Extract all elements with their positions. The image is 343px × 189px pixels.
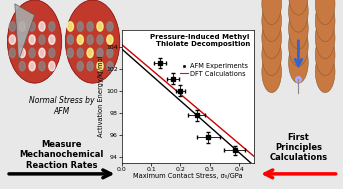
- Circle shape: [97, 22, 103, 31]
- Circle shape: [107, 48, 113, 58]
- Circle shape: [107, 22, 113, 31]
- Circle shape: [39, 22, 45, 31]
- Text: First
Principles
Calculations: First Principles Calculations: [269, 132, 328, 162]
- Text: Measure
Mechanochemical
Reaction Rates: Measure Mechanochemical Reaction Rates: [20, 140, 104, 170]
- Circle shape: [49, 48, 55, 58]
- Circle shape: [288, 8, 308, 49]
- Circle shape: [288, 0, 308, 15]
- Circle shape: [49, 35, 55, 44]
- Circle shape: [19, 35, 25, 44]
- Circle shape: [39, 48, 45, 58]
- Circle shape: [107, 35, 113, 44]
- Circle shape: [97, 35, 103, 44]
- Circle shape: [49, 22, 55, 31]
- Circle shape: [87, 35, 93, 44]
- X-axis label: Maximum Contact Stress, σ₀/GPa: Maximum Contact Stress, σ₀/GPa: [133, 173, 243, 179]
- Circle shape: [77, 22, 83, 31]
- Circle shape: [262, 17, 282, 59]
- Circle shape: [29, 22, 35, 31]
- Circle shape: [9, 48, 15, 58]
- Y-axis label: Activation Energy/kJ/mol: Activation Energy/kJ/mol: [98, 56, 105, 137]
- Circle shape: [9, 35, 15, 44]
- Circle shape: [8, 0, 62, 83]
- Circle shape: [67, 48, 73, 58]
- Circle shape: [67, 35, 73, 44]
- Circle shape: [87, 48, 93, 58]
- Circle shape: [288, 25, 308, 66]
- Circle shape: [67, 22, 73, 31]
- Circle shape: [288, 42, 308, 83]
- Circle shape: [262, 34, 282, 76]
- Circle shape: [87, 22, 93, 31]
- Circle shape: [262, 0, 282, 25]
- Circle shape: [77, 48, 83, 58]
- Circle shape: [288, 0, 308, 32]
- Circle shape: [315, 17, 335, 59]
- Text: Normal Stress by
AFM: Normal Stress by AFM: [29, 96, 94, 115]
- Circle shape: [29, 61, 35, 71]
- Circle shape: [315, 51, 335, 93]
- Circle shape: [77, 35, 83, 44]
- Circle shape: [29, 48, 35, 58]
- Circle shape: [77, 61, 83, 71]
- Circle shape: [39, 61, 45, 71]
- Circle shape: [315, 0, 335, 25]
- Circle shape: [19, 22, 25, 31]
- Circle shape: [315, 34, 335, 76]
- Circle shape: [49, 61, 55, 71]
- Circle shape: [87, 61, 93, 71]
- Legend: AFM Experiments, DFT Calculations: AFM Experiments, DFT Calculations: [180, 63, 249, 77]
- Circle shape: [19, 61, 25, 71]
- Circle shape: [97, 61, 103, 71]
- Polygon shape: [15, 4, 35, 60]
- Circle shape: [107, 61, 113, 71]
- Circle shape: [19, 48, 25, 58]
- Circle shape: [97, 48, 103, 58]
- Circle shape: [9, 22, 15, 31]
- Circle shape: [262, 0, 282, 42]
- Circle shape: [39, 35, 45, 44]
- Circle shape: [262, 51, 282, 93]
- Circle shape: [315, 0, 335, 42]
- Text: Pressure-Induced Methyl
Thiolate Decomposition: Pressure-Induced Methyl Thiolate Decompo…: [151, 34, 250, 47]
- Circle shape: [66, 0, 120, 83]
- Circle shape: [29, 35, 35, 44]
